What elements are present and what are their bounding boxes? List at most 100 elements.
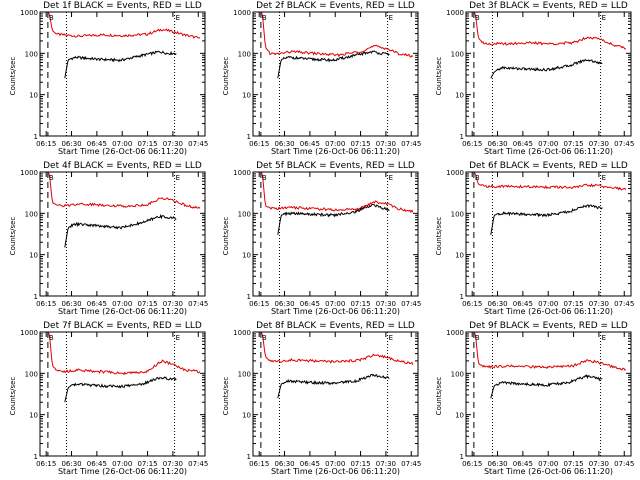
x-tick-label: 07:30	[163, 300, 183, 308]
y-tick-label: 1000	[446, 9, 464, 17]
y-tick-label: 10	[242, 92, 251, 100]
y-tick-label: 1	[34, 293, 38, 301]
x-tick-label: 07:15	[350, 460, 370, 468]
series-lld	[47, 331, 201, 376]
plot-frame	[39, 331, 206, 457]
series-lld	[473, 11, 626, 50]
x-tick-label: 06:15	[36, 140, 56, 148]
x-axis-label: Start Time (26-Oct-06 06:11:20)	[57, 147, 188, 156]
x-tick-label: 07:45	[188, 460, 208, 468]
plot-frame	[252, 331, 419, 457]
panel-title: Det 6f BLACK = Events, RED = LLD	[469, 161, 628, 171]
y-tick-label: 100	[238, 50, 251, 58]
corner-label-e: E	[389, 14, 393, 22]
x-tick-label: 07:00	[538, 460, 558, 468]
x-tick-label: 06:30	[274, 140, 294, 148]
series-lld	[473, 171, 627, 191]
panel-title: Det 7f BLACK = Events, RED = LLD	[43, 321, 202, 331]
series-events	[490, 58, 603, 79]
x-tick-label: 07:30	[376, 140, 396, 148]
plot-frame	[252, 11, 419, 137]
x-tick-label: 06:45	[513, 460, 533, 468]
x-tick-label: 07:45	[188, 300, 208, 308]
x-axis-label: Start Time (26-Oct-06 06:11:20)	[483, 147, 614, 156]
corner-label-e: E	[602, 14, 606, 22]
corner-label-e: E	[602, 334, 606, 342]
x-tick-label: 07:15	[137, 460, 157, 468]
x-tick-label: 06:30	[487, 300, 507, 308]
x-tick-label: 07:15	[350, 300, 370, 308]
detector-panel-3: Det 3f BLACK = Events, RED = LLD Start Ti…	[426, 0, 639, 160]
x-tick-label: 06:45	[87, 460, 107, 468]
y-tick-label: 10	[455, 412, 464, 420]
y-tick-label: 1	[247, 293, 251, 301]
x-tick-label: 06:45	[513, 140, 533, 148]
y-tick-label: 1	[34, 133, 38, 141]
corner-label-e: E	[389, 334, 393, 342]
x-tick-label: 06:30	[274, 460, 294, 468]
x-tick-label: 07:30	[163, 460, 183, 468]
series-events	[64, 50, 177, 79]
panel-title: Det 2f BLACK = Events, RED = LLD	[256, 1, 415, 11]
series-lld	[47, 171, 201, 209]
x-tick-label: 06:45	[300, 300, 320, 308]
corner-label-e: E	[389, 174, 393, 182]
detector-panel-5: Det 5f BLACK = Events, RED = LLD Start Ti…	[213, 160, 426, 320]
x-tick-label: 07:30	[376, 300, 396, 308]
x-tick-label: 06:15	[462, 460, 482, 468]
plot-frame	[465, 11, 632, 137]
panel-title: Det 9f BLACK = Events, RED = LLD	[469, 321, 628, 331]
x-axis-label: Start Time (26-Oct-06 06:11:20)	[270, 147, 401, 156]
plot-area: 1 10 100 1000 06:15 06:30 06:45 07:00 07:15 07:30…	[446, 329, 634, 468]
panel-title: Det 1f BLACK = Events, RED = LLD	[43, 1, 202, 11]
y-tick-label: 10	[242, 252, 251, 260]
x-tick-label: 07:00	[112, 460, 132, 468]
detector-panel-8: Det 8f BLACK = Events, RED = LLD Start Ti…	[213, 320, 426, 480]
x-tick-label: 07:30	[589, 140, 609, 148]
y-tick-label: 10	[455, 92, 464, 100]
x-tick-label: 06:15	[462, 300, 482, 308]
series-events	[490, 374, 603, 399]
x-tick-label: 07:45	[401, 460, 421, 468]
y-tick-label: 1000	[20, 329, 38, 337]
panel-title: Det 8f BLACK = Events, RED = LLD	[256, 321, 415, 331]
x-tick-label: 07:00	[112, 140, 132, 148]
series-lld	[473, 331, 627, 371]
corner-label-e: E	[176, 14, 180, 22]
plot-area: 1 10 100 1000 06:15 06:30 06:45 07:00 07:15 07:30…	[20, 169, 208, 308]
x-tick-label: 07:00	[325, 300, 345, 308]
y-tick-label: 1000	[20, 169, 38, 177]
x-tick-label: 07:15	[137, 300, 157, 308]
x-tick-label: 07:15	[563, 460, 583, 468]
x-tick-label: 07:00	[538, 140, 558, 148]
y-tick-label: 1000	[20, 9, 38, 17]
y-tick-label: 100	[238, 370, 251, 378]
detector-panel-4: Det 4f BLACK = Events, RED = LLD Start Ti…	[0, 160, 213, 320]
x-tick-label: 07:45	[401, 300, 421, 308]
y-tick-label: 10	[29, 92, 38, 100]
plot-frame	[465, 331, 632, 457]
x-tick-label: 06:15	[36, 300, 56, 308]
y-tick-label: 10	[455, 252, 464, 260]
y-tick-label: 1	[460, 293, 464, 301]
corner-label-b: B	[475, 334, 480, 342]
y-tick-label: 1000	[446, 169, 464, 177]
x-tick-label: 06:30	[61, 460, 81, 468]
corner-label-b: B	[262, 174, 267, 182]
panel-title: Det 4f BLACK = Events, RED = LLD	[43, 161, 202, 171]
x-tick-label: 07:30	[589, 460, 609, 468]
x-tick-label: 06:15	[36, 460, 56, 468]
x-axis-label: Start Time (26-Oct-06 06:11:20)	[483, 307, 614, 316]
x-tick-label: 06:45	[87, 300, 107, 308]
y-tick-label: 1000	[446, 329, 464, 337]
x-tick-label: 06:45	[300, 140, 320, 148]
x-tick-label: 06:30	[61, 140, 81, 148]
y-tick-label: 1000	[233, 169, 251, 177]
corner-label-b: B	[475, 14, 480, 22]
x-tick-label: 07:00	[538, 300, 558, 308]
panel-title: Det 5f BLACK = Events, RED = LLD	[256, 161, 415, 171]
plot-frame	[39, 171, 206, 297]
x-tick-label: 07:00	[112, 300, 132, 308]
corner-label-b: B	[49, 334, 54, 342]
corner-label-e: E	[602, 174, 606, 182]
